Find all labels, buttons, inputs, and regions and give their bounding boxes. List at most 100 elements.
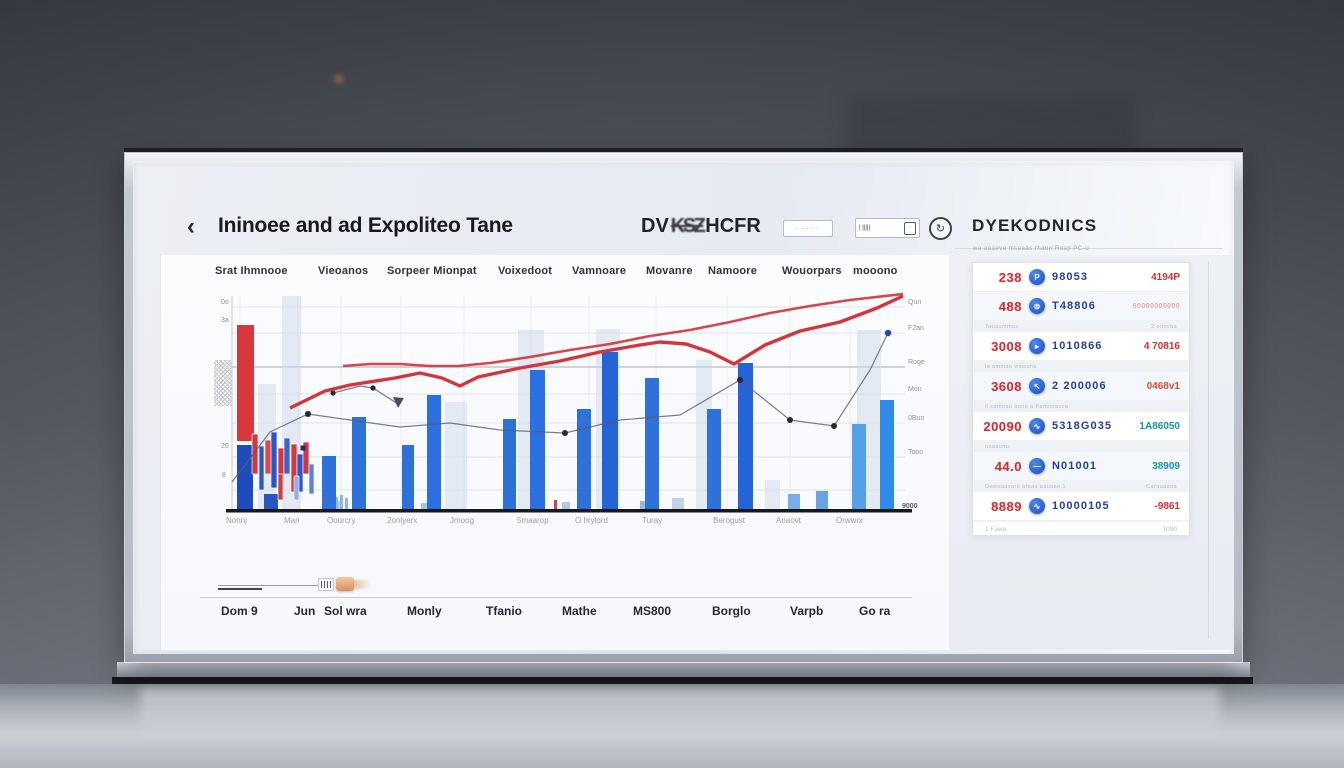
footer-menu: Dom 9 Jun Sol wra Monly Tfanio Mathe MS800 Borg… — [218, 604, 924, 622]
axis-hatch-block — [214, 360, 232, 406]
footer-item-3[interactable]: Sol wra — [324, 604, 367, 618]
row-left-value: 3608 — [991, 378, 1022, 394]
row-badge-icon: P — [1029, 269, 1045, 285]
panel-row-4[interactable]: 3608 ↖ 2 200006 0468v1 — [973, 372, 1189, 401]
footer-item-6[interactable]: Mathe — [562, 604, 597, 618]
panel-row-3[interactable]: 3008 ▸ 1010866 4 70816 — [973, 332, 1189, 361]
footer-item-5[interactable]: Tfanio — [486, 604, 522, 618]
toolbar-button-bars: | ||||| — [859, 225, 871, 231]
tab-8[interactable]: Wouorpars — [782, 265, 842, 277]
tab-6[interactable]: Movanre — [646, 265, 693, 277]
x-axis-label: 5maarop — [517, 516, 549, 525]
tab-9[interactable]: mooono — [853, 265, 898, 277]
right-axis-tick: 0Bun — [908, 415, 925, 422]
x-axis-label: Anaovt — [776, 516, 801, 525]
zoom-slider-track[interactable] — [218, 585, 318, 586]
tab-5[interactable]: Vamnoare — [572, 265, 627, 277]
row-caption-left: Oawuaavara ataaa aauaaa 1 — [985, 483, 1066, 490]
row-badge-icon: ∿ — [1029, 418, 1045, 434]
row-badge-icon: ⊜ — [1029, 298, 1045, 314]
zoom-slider-ticks — [318, 578, 334, 591]
sidebar-subtitle: wa aaaeva msaaas rhaun Roap PC-u — [973, 246, 1090, 252]
row-right-value: 90000000000 — [1132, 302, 1180, 310]
brand-logo-smudge: KSZ — [670, 215, 706, 237]
left-axis-tick: 8 — [222, 472, 226, 479]
tab-7[interactable]: Namoore — [708, 265, 758, 277]
left-axis-tick: 0o — [221, 299, 229, 306]
footer-item-2[interactable]: Jun — [294, 604, 316, 618]
chart-svg — [226, 292, 912, 513]
x-axis-label: Nonnj — [226, 516, 247, 525]
x-axis-label: Man — [284, 516, 300, 525]
footer-item-1[interactable]: Dom 9 — [221, 604, 258, 618]
chart-tabs: Srat Ihmnooe Vieoanos Sorpeer Mionpat Voixe… — [215, 265, 921, 281]
row-right-value: 0468v1 — [1146, 380, 1180, 392]
zoom-slider-handle-glow — [354, 580, 371, 589]
panel-row-2[interactable]: 488 ⊜ T48806 90000000000 — [973, 292, 1189, 321]
footer-item-4[interactable]: Monly — [407, 604, 442, 618]
row-caption-left: naaaoms — [985, 443, 1011, 450]
row-caption: la ammaa wawona — [973, 361, 1189, 372]
x-axis-labels: Nonnj Man Oourcry 2onlyerx Jmoog 5maarop O hry… — [226, 516, 922, 528]
floor-reflection — [140, 688, 1220, 736]
dashboard-board: ‹ Ininoee and ad Expoliteo Tane DV KSZ H… — [125, 153, 1242, 662]
brand-logo-left: DV — [641, 215, 669, 237]
row-right-value: 4 70816 — [1143, 340, 1180, 352]
panel-row-7[interactable]: 8889 ∿ 10000105 -9861 — [973, 492, 1189, 521]
x-axis-label: Orwwor — [836, 516, 864, 525]
footer-item-8[interactable]: Borglo — [712, 604, 751, 618]
tab-1[interactable]: Srat Ihmnooe — [215, 265, 288, 277]
sidebar-title: DYEKODNICS — [972, 216, 1098, 235]
right-axis-tick: F2an — [908, 325, 924, 332]
sidebar-vertical-line — [1208, 261, 1209, 639]
row-badge-icon: ↖ — [1029, 378, 1045, 394]
tab-4[interactable]: Voixedoot — [498, 265, 553, 277]
row-left-value: 488 — [998, 298, 1022, 314]
zoom-slider-handle[interactable] — [336, 577, 354, 591]
right-axis-tick: Qun — [908, 299, 922, 306]
row-caption: Tauaummos 2 ouovaa — [973, 321, 1189, 332]
footer-item-10[interactable]: Go ra — [859, 604, 891, 618]
row-main-value: 10000105 — [1052, 500, 1110, 512]
row-left-value: 44.0 — [994, 458, 1022, 474]
footer-divider — [200, 597, 912, 598]
refresh-icon[interactable]: ↻ — [929, 217, 952, 240]
x-axis-label: Berogust — [713, 516, 746, 525]
page-title: Ininoee and ad Expoliteo Tane — [218, 214, 513, 237]
sidebar-list: 238 P 98053 4194P 488 ⊜ T48806 90000000000 Tauau… — [972, 262, 1190, 536]
background-orange-dot — [334, 74, 344, 84]
toolbar-button-small[interactable]: · ····· · — [783, 220, 833, 237]
x-axis-label: 2onlyerx — [387, 516, 418, 525]
row-caption-left: la ammaa wawona — [985, 363, 1037, 370]
row-main-value: N01001 — [1052, 460, 1098, 472]
toolbar-button-segmented[interactable]: | ||||| · — [855, 218, 920, 238]
x-axis-label: Jmoog — [450, 516, 475, 525]
panel-row-5[interactable]: 20090 ∿ 5318G035 1A86050 — [973, 412, 1189, 441]
left-axis-tick: 20 — [221, 443, 229, 450]
toolbar-button-box-icon: · — [904, 221, 916, 235]
row-main-value: T48806 — [1052, 300, 1096, 312]
panel-row-6[interactable]: 44.0 — N01001 38909 — [973, 452, 1189, 481]
footer-item-7[interactable]: MS800 — [633, 604, 672, 618]
panel-row-1[interactable]: 238 P 98053 4194P — [973, 263, 1189, 292]
x-axis-label: Turay — [642, 516, 663, 525]
left-axis-tick: 3a — [221, 317, 229, 324]
tab-2[interactable]: Vieoanos — [318, 265, 369, 277]
row-caption: Oawuaavara ataaa aauaaa 1 Caraaaaaa — [973, 481, 1189, 492]
right-axis-tick: 9000 — [902, 503, 918, 510]
row-caption-right: 2 ouovaa — [1151, 323, 1177, 330]
row-left-value: 20090 — [983, 418, 1022, 434]
row-main-value: 1010866 — [1052, 340, 1103, 352]
row-left-value: 3008 — [991, 338, 1022, 354]
back-button[interactable]: ‹ — [187, 213, 195, 240]
row-badge-icon: ∿ — [1029, 498, 1045, 514]
footer-item-9[interactable]: Varpb — [790, 604, 824, 618]
row-caption: 6 samoaa aaoa a Pamooauca — [973, 401, 1189, 412]
dashboard-surface: ‹ Ininoee and ad Expoliteo Tane DV KSZ H… — [133, 161, 1234, 654]
board-ledge — [117, 662, 1250, 677]
row-caption-left: Tauaummos — [985, 323, 1019, 330]
row-caption: naaaoms — [973, 441, 1189, 452]
tab-3[interactable]: Sorpeer Mionpat — [387, 265, 477, 277]
zoom-slider-fill — [218, 588, 262, 590]
row-right-value: 4194P — [1151, 271, 1180, 283]
